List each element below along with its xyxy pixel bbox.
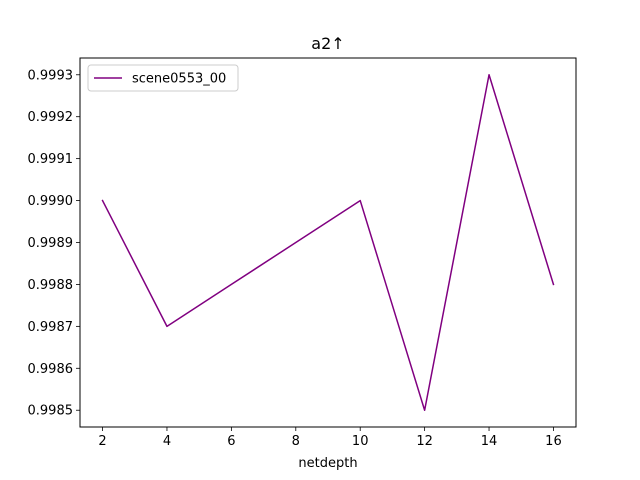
x-tick-label: 10: [352, 434, 369, 449]
y-tick-label: 0.9989: [28, 236, 74, 251]
series-line-0: [101, 74, 555, 411]
y-tick-label: 0.9988: [28, 278, 74, 293]
plot-area: 2 4 6 8 10 12 14 16 0.9985 0.9986 0.9987 0.9988 0.99…: [28, 57, 577, 449]
x-axis-label: netdepth: [298, 456, 357, 471]
y-tick-label: 0.9993: [28, 68, 74, 83]
x-tick-label: 12: [416, 434, 433, 449]
x-tick-label: 14: [481, 434, 498, 449]
legend-box: [87, 64, 239, 92]
y-tick-label: 0.9987: [28, 320, 74, 335]
y-tick-label: 0.9986: [28, 362, 74, 377]
chart-title: a2↑: [311, 34, 344, 53]
y-tick-label: 0.9985: [28, 404, 74, 419]
x-tick-label: 16: [545, 434, 562, 449]
y-tick-label: 0.9992: [28, 110, 74, 125]
x-tick-label: 6: [227, 434, 235, 449]
x-tick-label: 4: [163, 434, 171, 449]
y-tick-label: 0.9990: [28, 194, 74, 209]
legend-label: scene0553_00: [132, 72, 226, 87]
x-tick-label: 8: [292, 434, 300, 449]
y-tick-label: 0.9991: [28, 152, 74, 167]
x-tick-label: 2: [98, 434, 106, 449]
